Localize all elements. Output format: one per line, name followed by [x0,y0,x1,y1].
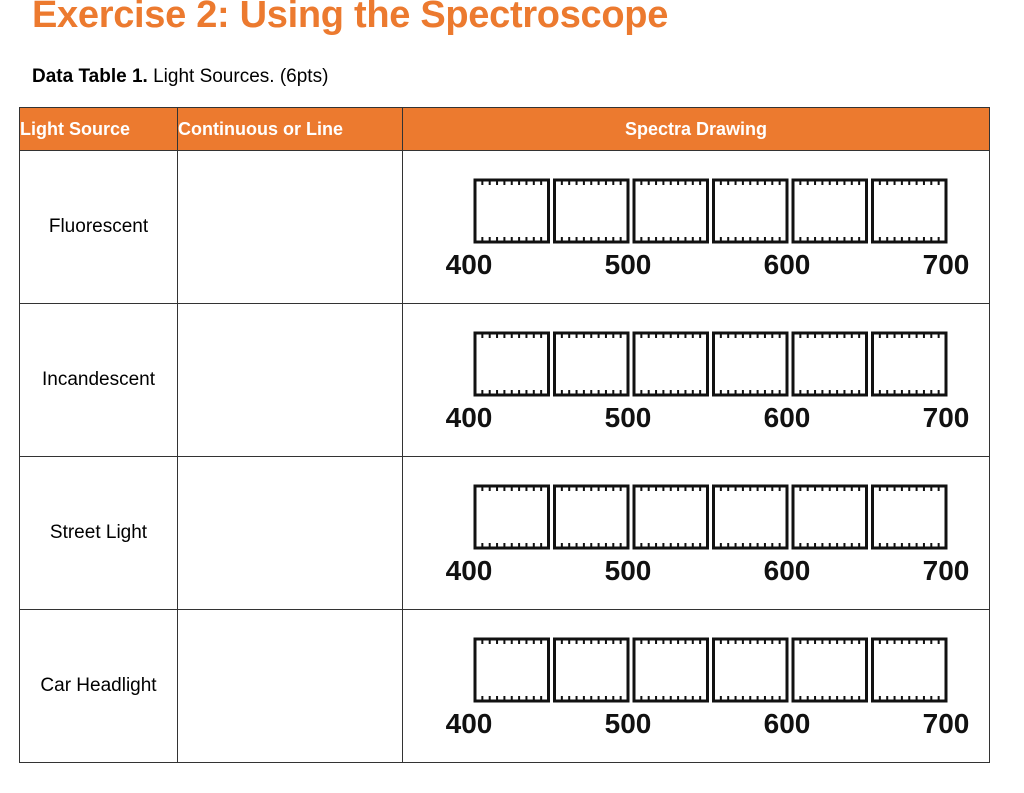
table-row: Incandescent 400 500 600 700 [19,303,990,457]
table-header-row: Light Source Continuous or Line Spectra … [19,107,990,151]
ruler-box [632,484,709,550]
ruler-box [553,484,630,550]
continuous-or-line-cell[interactable] [177,456,403,610]
caption-text: Light Sources. (6pts) [147,66,329,87]
caption-label: Data Table 1. [32,66,148,87]
ruler-box [553,331,630,397]
ruler-box [553,178,630,244]
wavelength-label: 500 [605,249,652,280]
spectra-drawing-cell[interactable]: 400 500 600 700 [402,150,990,304]
spectrum-ruler[interactable]: 400 500 600 700 [416,474,976,592]
ruler-box [791,178,868,244]
table-row: Fluorescent 400 500 600 700 [19,150,990,304]
ruler-box [791,484,868,550]
page-title: Exercise 2: Using the Spectroscope [32,0,669,36]
ruler-box [871,637,948,703]
continuous-or-line-cell[interactable] [177,303,403,457]
wavelength-label: 400 [446,708,493,739]
ruler-box [632,331,709,397]
wavelength-label: 500 [605,402,652,433]
light-source-cell: Car Headlight [19,609,178,763]
wavelength-label: 600 [764,708,811,739]
wavelength-label: 700 [923,402,970,433]
light-source-cell: Incandescent [19,303,178,457]
table-caption: Data Table 1. Light Sources. (6pts) [32,66,328,88]
ruler-box [712,331,789,397]
ruler-box [473,637,550,703]
spectrum-ruler[interactable]: 400 500 600 700 [416,627,976,745]
spectra-drawing-cell[interactable]: 400 500 600 700 [402,609,990,763]
ruler-box [871,178,948,244]
spectra-drawing-cell[interactable]: 400 500 600 700 [402,456,990,610]
wavelength-label: 700 [923,708,970,739]
wavelength-label: 400 [446,402,493,433]
wavelength-label: 600 [764,402,811,433]
spectrum-ruler[interactable]: 400 500 600 700 [416,168,976,286]
wavelength-label: 600 [764,249,811,280]
header-light-source: Light Source [19,107,178,151]
light-source-label: Incandescent [41,368,156,390]
wavelength-label: 500 [605,555,652,586]
wavelength-label: 600 [764,555,811,586]
continuous-or-line-cell[interactable] [177,609,403,763]
ruler-box [632,178,709,244]
spectra-drawing-cell[interactable]: 400 500 600 700 [402,303,990,457]
ruler-box [791,637,868,703]
ruler-box [871,484,948,550]
ruler-box [712,637,789,703]
ruler-box [553,637,630,703]
header-spectra-drawing: Spectra Drawing [402,107,990,151]
ruler-box [791,331,868,397]
wavelength-label: 700 [923,555,970,586]
ruler-box [473,178,550,244]
table-row: Street Light 400 500 600 700 [19,456,990,610]
header-continuous-or-line: Continuous or Line [177,107,403,151]
table-row: Car Headlight 400 500 600 700 [19,609,990,763]
ruler-box [871,331,948,397]
ruler-box [632,637,709,703]
light-source-label: Car Headlight [40,674,157,696]
wavelength-label: 400 [446,555,493,586]
ruler-box [712,178,789,244]
wavelength-label: 500 [605,708,652,739]
continuous-or-line-cell[interactable] [177,150,403,304]
light-source-label: Street Light [49,521,148,543]
light-source-cell: Fluorescent [19,150,178,304]
ruler-box [712,484,789,550]
ruler-box [473,331,550,397]
light-source-label: Fluorescent [48,215,149,237]
wavelength-label: 400 [446,249,493,280]
light-source-cell: Street Light [19,456,178,610]
wavelength-label: 700 [923,249,970,280]
spectrum-ruler[interactable]: 400 500 600 700 [416,321,976,439]
ruler-box [473,484,550,550]
light-sources-table: Light Source Continuous or Line Spectra … [19,107,990,763]
